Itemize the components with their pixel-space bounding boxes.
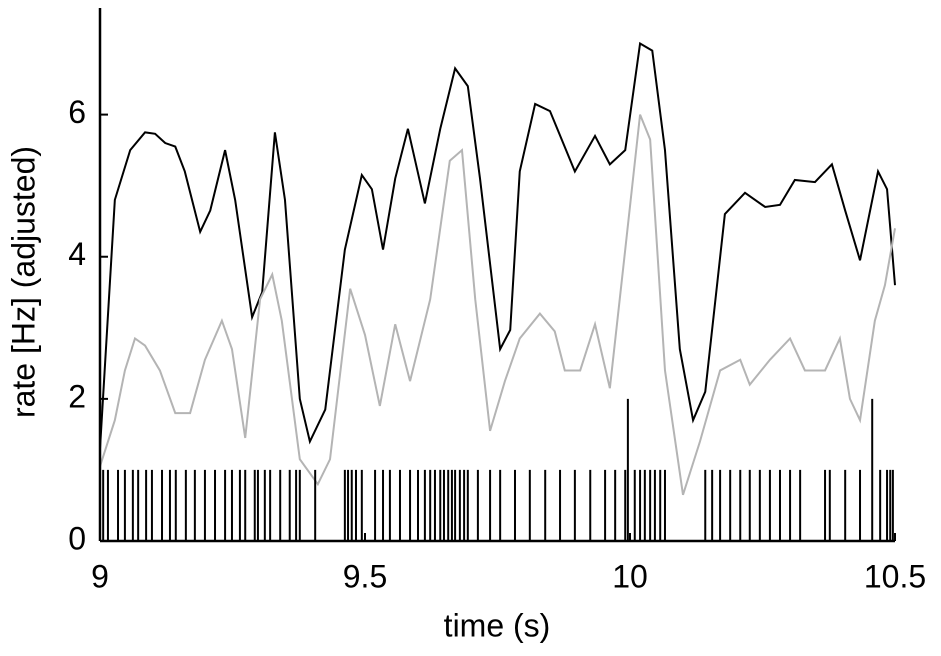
y-tick-label: 6 <box>68 94 86 130</box>
x-tick-label: 9.5 <box>343 558 387 594</box>
x-tick-label: 9 <box>91 558 109 594</box>
y-tick-label: 4 <box>68 236 86 272</box>
x-axis-label: time (s) <box>444 607 551 643</box>
y-axis-label: rate [Hz] (adjusted) <box>5 146 41 418</box>
x-tick-label: 10 <box>612 558 648 594</box>
x-tick-label: 10.5 <box>864 558 926 594</box>
line <box>99 41 896 449</box>
line <box>99 114 896 496</box>
y-tick-label: 2 <box>68 378 86 414</box>
y-tick-label: 0 <box>68 520 86 556</box>
